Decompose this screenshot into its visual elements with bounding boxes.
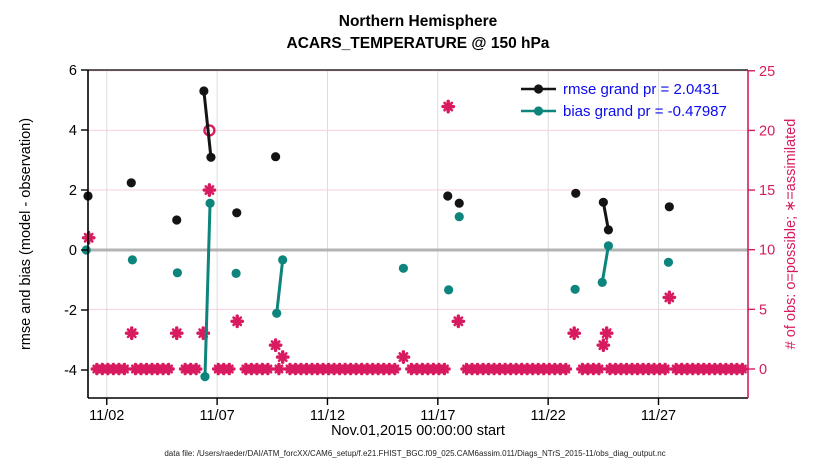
- bias-point: [278, 255, 288, 265]
- rmse-point: [232, 208, 242, 218]
- rmse-point: [271, 152, 281, 162]
- legend-bias-marker: [533, 106, 544, 116]
- obs-asterisk-marker: [268, 338, 283, 353]
- chart-title: Northern Hemisphere: [339, 13, 498, 30]
- bias-point: [200, 372, 210, 382]
- obs-asterisk-marker: [567, 326, 582, 341]
- left-tick-label: 0: [69, 243, 77, 259]
- bias-point: [398, 263, 408, 273]
- obs-asterisk-marker: [658, 362, 672, 376]
- obs-asterisk-marker: [559, 362, 573, 376]
- bias-point: [127, 255, 137, 265]
- obs-asterisk-marker: [596, 338, 611, 353]
- rmse-point: [199, 86, 209, 96]
- left-tick-label: -4: [64, 363, 77, 379]
- x-tick-label: 11/12: [310, 408, 345, 424]
- obs-asterisk-marker: [124, 326, 139, 341]
- rmse-point: [571, 188, 581, 198]
- right-tick-label: 0: [759, 362, 767, 378]
- x-tick-label: 11/07: [200, 408, 235, 424]
- bias-point: [231, 268, 241, 278]
- obs-asterisk-marker: [222, 362, 236, 376]
- x-tick-label: 11/02: [89, 408, 124, 424]
- rmse-point: [454, 198, 464, 208]
- rmse-line: [202, 90, 213, 158]
- bias-point: [444, 285, 454, 295]
- bias-point: [172, 268, 182, 278]
- x-axis-label: Nov.01,2015 00:00:00 start: [331, 423, 505, 439]
- obs-asterisk-marker: [592, 362, 606, 376]
- bias-point: [570, 284, 580, 294]
- right-tick-label: 25: [759, 64, 775, 80]
- right-tick-label: 5: [759, 302, 767, 318]
- obs-asterisk-marker: [451, 314, 466, 329]
- obs-asterisk-marker: [662, 290, 677, 305]
- left-tick-label: 4: [69, 123, 77, 139]
- left-tick-label: 6: [69, 63, 77, 79]
- bias-point: [597, 277, 607, 287]
- right-y-axis-label: # of obs: o=possible; ∗=assimilated: [783, 119, 799, 350]
- left-tick-label: 2: [69, 183, 77, 199]
- x-tick-label: 11/17: [420, 408, 455, 424]
- rmse-line: [601, 202, 610, 231]
- rmse-point: [443, 191, 453, 201]
- rmse-point: [206, 152, 216, 162]
- legend-rmse-marker: [533, 84, 544, 94]
- x-tick-label: 11/27: [641, 408, 676, 424]
- obs-asterisk-marker: [230, 314, 245, 329]
- obs-asterisk-marker: [438, 362, 451, 376]
- obs-asterisk-marker: [441, 99, 456, 114]
- left-y-axis-label: rmse and bias (model - observation): [18, 118, 34, 350]
- obs-asterisk-marker: [388, 362, 402, 376]
- bias-point: [603, 241, 614, 251]
- rmse-point: [664, 202, 674, 212]
- x-tick-label: 11/22: [531, 408, 566, 424]
- obs-asterisk-marker: [736, 362, 749, 376]
- bias-line: [203, 203, 212, 377]
- obs-asterisk-marker: [261, 362, 275, 376]
- bias-point: [205, 198, 215, 208]
- obs-asterisk-marker: [599, 326, 614, 341]
- left-tick-label: -2: [64, 303, 77, 319]
- obs-asterisk-marker: [162, 362, 175, 376]
- bias-point: [663, 257, 674, 267]
- right-tick-label: 15: [759, 183, 775, 199]
- right-tick-label: 10: [759, 243, 775, 259]
- obs-asterisk-marker: [272, 362, 286, 376]
- obs-asterisk-marker: [169, 326, 184, 341]
- chart-subtitle: ACARS_TEMPERATURE @ 150 hPa: [287, 35, 550, 52]
- data-file-caption: data file: /Users/raeder/DAI/ATM_forcXX/…: [164, 449, 665, 458]
- bias-point: [454, 212, 464, 222]
- bias-line: [600, 245, 610, 283]
- rmse-point: [603, 225, 614, 235]
- bias-line: [275, 259, 285, 314]
- obs-asterisk-marker: [202, 183, 217, 197]
- legend-bias-label: bias grand pr = -0.47987: [563, 103, 727, 120]
- rmse-point: [126, 178, 136, 188]
- obs-asterisk-marker: [396, 350, 411, 364]
- legend-rmse-label: rmse grand pr = 2.0431: [563, 81, 719, 98]
- rmse-point: [598, 197, 608, 207]
- right-tick-label: 20: [759, 123, 775, 139]
- obs-asterisk-marker: [118, 362, 131, 376]
- rmse-point: [172, 215, 182, 225]
- bias-point: [272, 308, 282, 318]
- obs-asterisk-marker: [189, 362, 203, 376]
- obs-asterisk-marker: [275, 350, 290, 364]
